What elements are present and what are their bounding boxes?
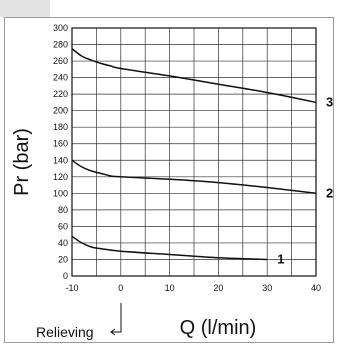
curve-label-3: 3 [326, 94, 333, 109]
y-tick-label: 260 [53, 56, 68, 66]
y-axis-title: Pr (bar) [11, 128, 33, 196]
x-axis-title: Q (l/min) [180, 317, 257, 339]
curve-label-1: 1 [277, 251, 284, 266]
y-tick-label: 100 [53, 188, 68, 198]
y-tick-label: 240 [53, 73, 68, 83]
y-tick-labels: 0 20 40 60 80 100 120 140 160 180 200 220 240 260 280 3… [53, 23, 68, 281]
x-tick-labels: -10 0 10 20 30 40 [65, 283, 321, 293]
relieving-arrow [111, 303, 121, 335]
y-tick-label: 180 [53, 122, 68, 132]
y-tick-label: 300 [53, 23, 68, 33]
x-tick-label: 30 [262, 283, 272, 293]
y-tick-label: 120 [53, 172, 68, 182]
y-tick-label: 140 [53, 155, 68, 165]
x-tick-label: 0 [118, 283, 123, 293]
y-tick-label: 0 [63, 271, 68, 281]
x-tick-label: 20 [213, 283, 223, 293]
y-tick-label: 80 [58, 205, 68, 215]
y-tick-label: 160 [53, 139, 68, 149]
y-tick-label: 200 [53, 106, 68, 116]
curve-labels: 1 2 3 [277, 94, 333, 266]
y-tick-label: 220 [53, 89, 68, 99]
curve-label-2: 2 [326, 185, 333, 200]
x-tick-label: 10 [165, 283, 175, 293]
y-tick-label: 40 [58, 238, 68, 248]
y-tick-label: 20 [58, 254, 68, 264]
relieving-annotation: Relieving [36, 324, 94, 340]
x-tick-label: 40 [311, 283, 321, 293]
y-tick-label: 280 [53, 40, 68, 50]
x-tick-label: -10 [65, 283, 78, 293]
y-tick-label: 60 [58, 221, 68, 231]
